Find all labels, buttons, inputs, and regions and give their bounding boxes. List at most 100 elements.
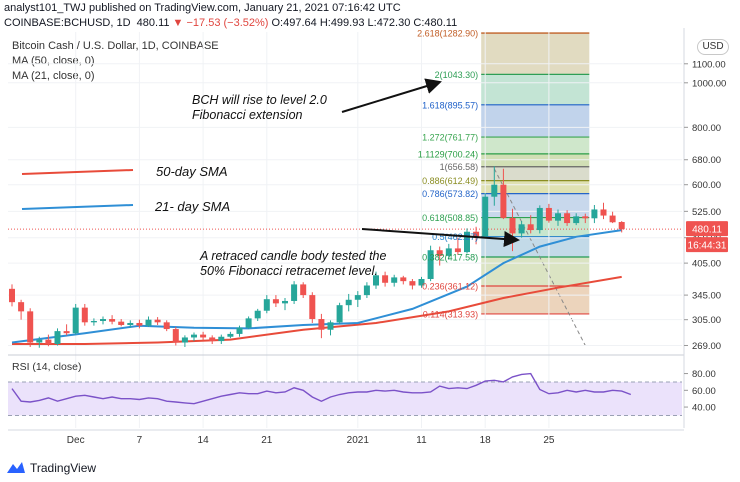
candle-body	[72, 307, 79, 334]
rsi-band	[8, 381, 682, 416]
candle-body	[400, 277, 407, 282]
candle-body	[436, 250, 443, 256]
candle	[536, 205, 543, 234]
candle	[218, 334, 225, 344]
candle	[436, 246, 443, 266]
ohlc-label: O:497.64 H:499.93 L:472.30 C:480.11	[271, 17, 458, 29]
tradingview-branding[interactable]: TradingView	[6, 461, 96, 475]
candle-body	[209, 337, 216, 342]
annotation-sma21: 21- day SMA	[155, 199, 231, 214]
candle-body	[163, 322, 170, 330]
annotation-bch-rise: BCH will rise to level 2.0 Fibonacci ext…	[192, 93, 327, 123]
candle-body	[482, 196, 489, 237]
candle-body	[545, 207, 552, 221]
candle	[363, 282, 370, 299]
candle	[109, 315, 116, 325]
candle-body	[145, 319, 152, 326]
candle	[345, 293, 352, 312]
candle	[482, 193, 489, 239]
candle	[527, 215, 534, 234]
annotation-arrows	[21, 78, 520, 247]
candle	[163, 320, 170, 332]
candle-body	[454, 248, 461, 253]
fib-level-label-10: 0.382(417.58)	[422, 253, 478, 263]
candle-body	[218, 336, 225, 342]
candle	[181, 335, 188, 347]
candle-body	[63, 331, 70, 334]
candle-body	[227, 333, 234, 337]
publisher-line: analyst101_TWJ published on TradingView.…	[4, 2, 401, 14]
fib-band-6	[481, 166, 590, 181]
candle-body	[473, 231, 480, 237]
time-tick-label: 2021	[347, 435, 370, 446]
candle	[27, 308, 34, 347]
candle	[564, 210, 571, 226]
fib-level-label-0: 2.618(1282.90)	[417, 29, 478, 39]
candle-body	[191, 334, 197, 338]
candle-body	[382, 275, 389, 283]
price-tick-label: 600.00	[692, 180, 721, 191]
candle	[45, 334, 52, 347]
time-tick-label: 18	[480, 435, 492, 446]
fib-band-7	[481, 180, 590, 194]
candle-body	[272, 299, 279, 304]
symbol-label: COINBASE:BCHUSD, 1D	[4, 17, 131, 29]
price-tick-label: 1000.00	[692, 78, 726, 89]
candle	[409, 278, 416, 290]
candle	[500, 168, 507, 220]
fib-band-2	[481, 74, 590, 105]
candle-body	[27, 311, 34, 343]
candle	[591, 204, 598, 224]
candle	[300, 282, 307, 299]
candle	[318, 313, 325, 339]
currency-button[interactable]: USD	[697, 39, 729, 55]
fibonacci-labels: 2.618(1282.90) 2(1043.30) 1.618(895.57) 1.2…	[417, 29, 478, 320]
candle-body	[136, 322, 143, 326]
fib-level-label-11: 0.236(361.12)	[422, 281, 478, 291]
candle-body	[118, 321, 125, 325]
fib-band-3	[481, 104, 590, 138]
candle-body	[109, 319, 116, 322]
candle-body	[445, 248, 452, 256]
candle-body	[409, 281, 416, 286]
candle-body	[309, 295, 316, 320]
candle-body	[318, 319, 325, 330]
candle-body	[81, 307, 88, 323]
fib-band-9	[481, 217, 590, 237]
candle-body	[236, 327, 243, 334]
fib-level-label-4: 1.1129(700.24)	[418, 149, 478, 159]
candle	[609, 211, 616, 224]
candle	[573, 213, 580, 226]
chart-legend-ma21[interactable]: MA (21, close, 0)	[12, 70, 95, 82]
candle-body	[291, 284, 298, 301]
sma50-sample-line	[21, 169, 134, 175]
time-tick-label: 14	[198, 435, 210, 446]
candle-body	[172, 329, 179, 343]
candle	[427, 245, 434, 282]
candle-body	[54, 331, 61, 344]
fib-level-label-7: 0.786(573.82)	[422, 189, 478, 199]
price-tick-label: 405.00	[692, 259, 721, 270]
candle	[336, 302, 343, 325]
annotation-bch-line2: Fibonacci extension	[192, 108, 303, 122]
candle	[454, 237, 461, 255]
candle-body	[100, 319, 106, 321]
annotation-retrace-line2: 50% Fibonacci retracemet level.	[200, 264, 378, 278]
candle	[263, 295, 270, 314]
annotation-retrace-line1: A retraced candle body tested the	[200, 249, 387, 263]
candle-body	[345, 299, 352, 306]
arrow-to-fib-2	[341, 78, 442, 113]
time-tick-label: 21	[261, 435, 273, 446]
candle-body	[427, 250, 434, 279]
fib-band-8	[481, 193, 590, 218]
candle-body	[373, 275, 379, 286]
candle	[118, 319, 125, 327]
last-price-label: 480.11	[136, 17, 170, 29]
candle-body	[363, 285, 370, 296]
candle-body	[391, 277, 398, 283]
candle	[391, 274, 398, 287]
time-tick-label: 25	[543, 435, 555, 446]
candle	[272, 295, 279, 308]
rsi-title: RSI (14, close)	[12, 361, 81, 373]
